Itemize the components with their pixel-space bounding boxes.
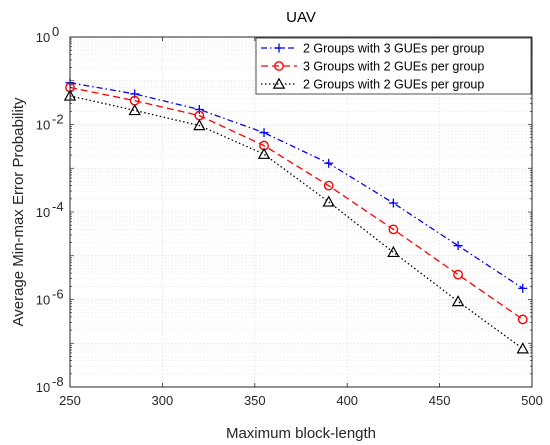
legend-items: 2 Groups with 3 GUEs per group 3 Groups w… [261,42,484,92]
x-tick-label: 350 [244,393,266,408]
marker-triangle [272,77,286,89]
marker-triangle [387,245,400,258]
legend-label: 2 Groups with 3 GUEs per group [303,42,484,56]
marker-triangle [516,342,529,354]
marker-plus [518,283,528,293]
legend-label: 2 Groups with 2 GUEs per group [303,78,484,92]
marker-plus [453,241,463,251]
y-tick-label-exponent: -4 [52,199,64,214]
legend-item-3: 2 Groups with 2 GUEs per group [261,78,484,92]
marker-plus [194,105,204,115]
y-tick-label-exponent: -8 [52,374,64,389]
x-tick-label: 450 [429,393,451,408]
marker-circle [388,224,399,235]
x-tick-labels: 250 300 350 400 450 500 [59,393,543,408]
marker-triangle [322,195,335,207]
marker-circle [517,314,528,325]
x-tick-label: 300 [152,393,174,408]
legend-label: 3 Groups with 2 GUEs per group [303,60,484,74]
marker-triangle [128,103,141,116]
legend-item-2: 3 Groups with 2 GUEs per group [261,60,484,74]
x-axis-title: Maximum block-length [226,425,376,442]
marker-circle [274,61,284,71]
y-tick-label: 10 [36,205,50,220]
series-1 [65,78,528,293]
marker-plus [324,158,334,168]
series-layer [63,78,529,354]
y-tick-label-exponent: 0 [52,24,59,39]
series-line [69,86,524,320]
marker-circle [453,269,463,280]
legend-item-1: 2 Groups with 3 GUEs per group [261,42,484,56]
axis-ticks [69,37,533,388]
marker-circle [323,180,334,191]
legend-box [255,37,532,95]
marker-triangle [193,119,206,131]
marker-triangle [451,295,465,307]
marker-triangle [257,147,271,159]
y-tick-label-exponent: -6 [52,287,64,302]
marker-plus [259,128,269,138]
y-tick-label-exponent: -2 [52,112,64,127]
series-3 [63,89,529,354]
series-2 [65,82,528,325]
x-tick-label: 400 [336,393,358,408]
x-tick-label: 250 [59,393,81,408]
y-tick-label: 10 [36,380,50,395]
series-line [69,82,524,289]
y-tick-label: 10 [36,30,50,45]
legend: 2 Groups with 3 GUEs per group 3 Groups w… [255,37,532,95]
chart-title: UAV [286,9,316,26]
y-axis-title: Average Min-max Error Probability [10,97,27,326]
marker-plus [388,198,398,208]
y-tick-label: 10 [36,118,50,133]
series-line [69,95,524,350]
marker-plus [274,43,284,53]
x-tick-label: 500 [521,393,543,408]
y-tick-label: 10 [36,293,50,308]
